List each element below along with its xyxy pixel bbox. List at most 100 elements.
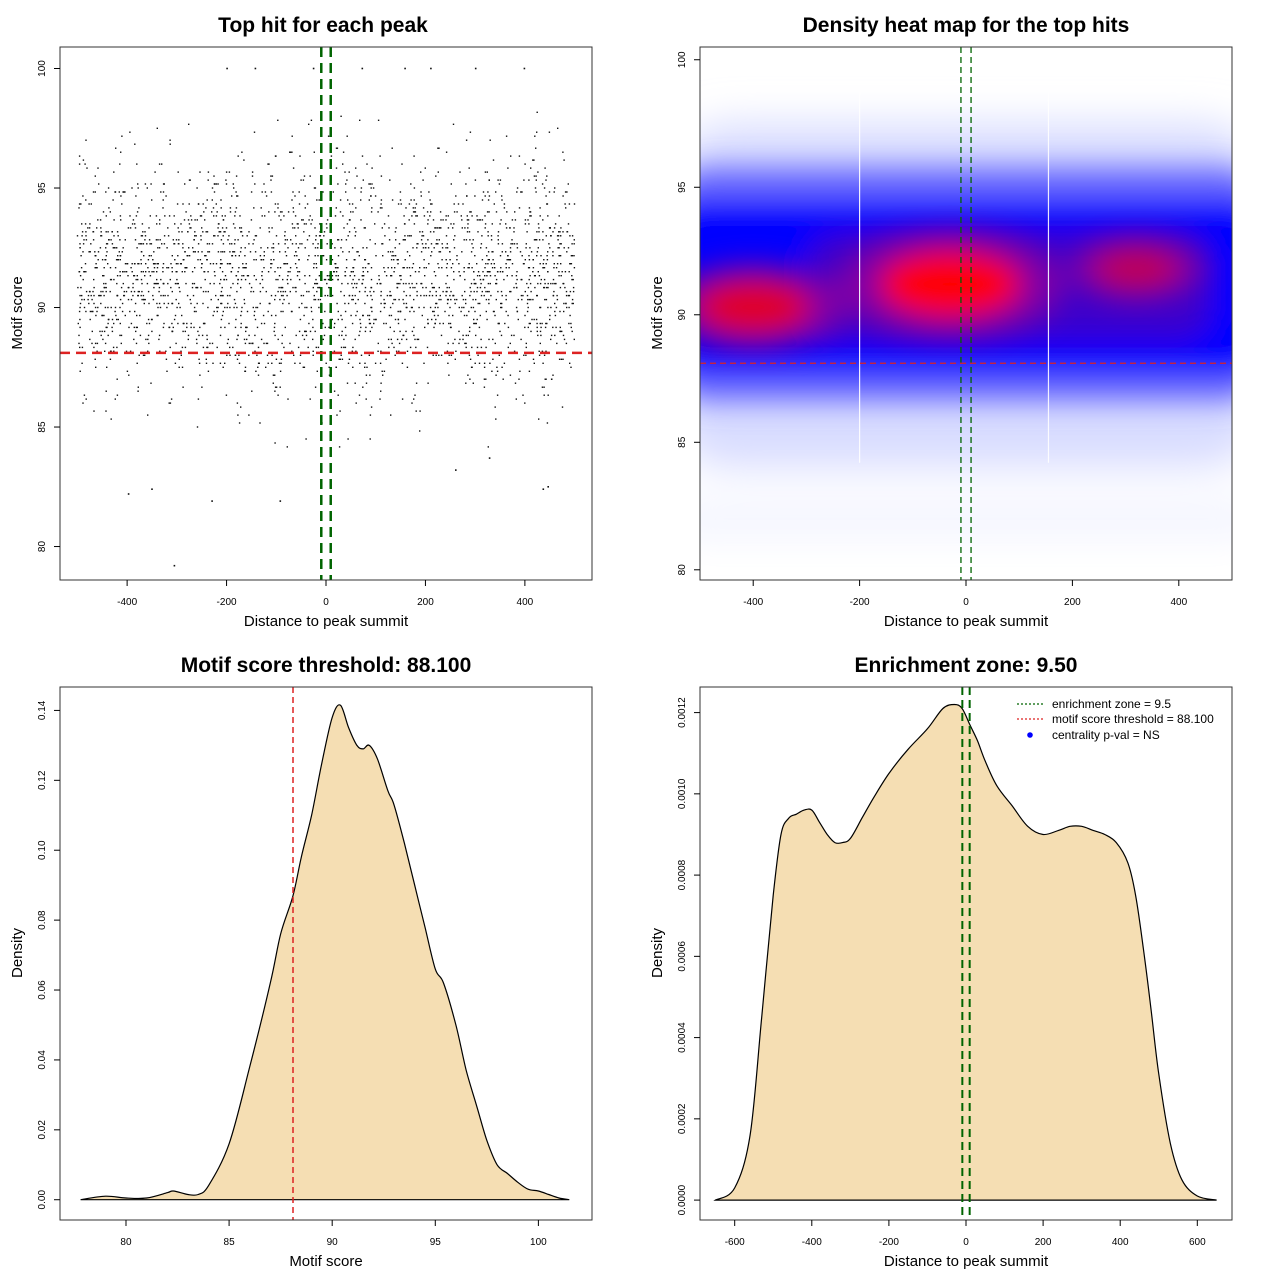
scatter-point xyxy=(85,310,87,313)
scatter-point xyxy=(394,255,397,257)
scatter-point xyxy=(416,294,418,297)
scatter-point xyxy=(158,338,160,341)
scatter-point xyxy=(161,163,163,165)
scatter-point xyxy=(219,282,221,285)
scatter-point xyxy=(375,255,377,257)
scatter-point xyxy=(516,187,519,189)
scatter-point xyxy=(303,338,306,341)
scatter-point xyxy=(221,271,224,273)
scatter-point xyxy=(359,119,361,121)
scatter-point xyxy=(140,259,142,261)
scatter-point xyxy=(156,263,158,265)
scatter-point xyxy=(498,183,501,185)
scatter-point xyxy=(371,298,373,301)
scatter-point xyxy=(347,302,350,305)
scatter-point xyxy=(536,255,538,257)
scatter-point xyxy=(346,223,349,225)
scatter-point xyxy=(424,167,426,169)
scatter-point xyxy=(485,346,487,349)
scatter-point xyxy=(244,278,247,281)
scatter-point xyxy=(539,342,541,345)
scatter-point xyxy=(187,219,190,221)
scatter-point xyxy=(180,354,182,356)
scatter-point xyxy=(546,422,549,424)
scatter-point xyxy=(96,350,98,352)
scatter-point xyxy=(120,151,122,153)
scatter-point xyxy=(335,147,338,149)
scatter-point xyxy=(114,267,117,269)
scatter-point xyxy=(422,179,424,181)
scatter-point xyxy=(117,255,119,257)
scatter-point xyxy=(415,282,418,285)
scatter-point xyxy=(450,298,452,301)
scatter-point xyxy=(537,282,539,285)
scatter-point xyxy=(224,215,226,217)
scatter-point xyxy=(448,314,450,317)
scatter-point xyxy=(146,322,148,325)
scatter-point xyxy=(130,290,133,293)
scatter-point xyxy=(243,275,245,277)
scatter-point xyxy=(188,247,190,249)
scatter-point xyxy=(229,211,232,213)
scatter-point xyxy=(214,275,216,277)
scatter-point xyxy=(147,318,150,321)
scatter-point xyxy=(231,267,234,269)
heatmap-density-layers xyxy=(700,123,1232,533)
scatter-point xyxy=(236,306,238,309)
scatter-point xyxy=(219,231,221,233)
scatter-point xyxy=(495,282,498,285)
scatter-point xyxy=(334,215,337,217)
scatter-point xyxy=(116,275,119,277)
scatter-point xyxy=(379,398,381,400)
scatter-point xyxy=(96,310,98,313)
scatter-point xyxy=(390,259,393,261)
scatter-point xyxy=(100,231,102,233)
scatter-point xyxy=(268,163,270,165)
scatter-point xyxy=(520,338,522,341)
scatter-point xyxy=(493,310,495,313)
scatter-point xyxy=(484,275,486,277)
scatter-point xyxy=(570,326,572,329)
scatter-point xyxy=(80,286,82,289)
scatter-point xyxy=(469,131,472,133)
scatter-point xyxy=(510,155,512,157)
scatter-point xyxy=(152,259,154,261)
scatter-point xyxy=(138,263,140,265)
scatter-point xyxy=(82,278,84,281)
scatter-point xyxy=(405,207,407,209)
heatmap-y-tick-label: 95 xyxy=(677,181,688,193)
scatter-point xyxy=(274,203,277,205)
scatter-point xyxy=(196,426,199,428)
scatter-point xyxy=(539,282,542,285)
scatter-point xyxy=(337,183,339,185)
scatter-point xyxy=(150,255,152,257)
scatter-point xyxy=(93,410,95,412)
scatter-point xyxy=(509,290,511,293)
scatter-point xyxy=(545,179,547,181)
scatter-point xyxy=(153,271,155,273)
scatter-point xyxy=(140,294,142,297)
scatter-point xyxy=(319,223,321,225)
scatter-point xyxy=(171,290,173,293)
scatter-point xyxy=(519,370,521,372)
heatmap-y-tick-label: 85 xyxy=(677,436,688,448)
scatter-point xyxy=(345,183,347,185)
scatter-point xyxy=(79,243,81,245)
scatter-point xyxy=(203,271,206,273)
scatter-point xyxy=(229,243,231,245)
scatter-point xyxy=(497,322,499,325)
scatter-point xyxy=(302,294,305,297)
scatter-point xyxy=(388,346,390,349)
scatter-point xyxy=(384,271,386,273)
scatter-point xyxy=(102,338,104,341)
scatter-point xyxy=(527,326,529,329)
scatter-point xyxy=(488,195,491,197)
scatter-point xyxy=(394,267,396,269)
scatter-point xyxy=(204,219,206,221)
scatter-point xyxy=(128,374,130,376)
scatter-point xyxy=(249,251,252,253)
scatter-point xyxy=(371,326,373,329)
scatter-point xyxy=(184,346,187,349)
scatter-point xyxy=(536,131,538,133)
heatmap-image xyxy=(700,47,1232,580)
